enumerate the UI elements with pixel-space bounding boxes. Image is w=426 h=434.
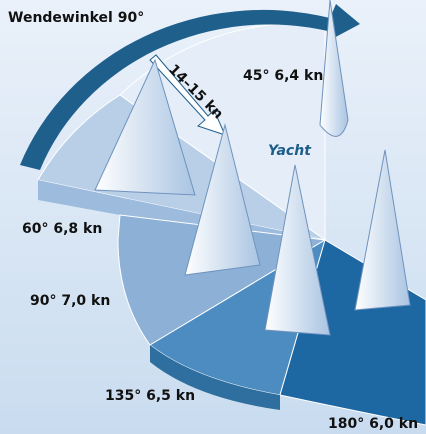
sail	[94, 58, 196, 196]
sector-label: 60° 6,8 kn	[22, 221, 102, 237]
sector-edge	[150, 345, 280, 410]
sector-60-side	[38, 180, 325, 240]
sail	[319, 0, 349, 137]
title: Wendewinkel 90°	[8, 10, 144, 26]
turn-arrow	[20, 4, 360, 170]
yacht-label: Yacht	[268, 143, 312, 159]
wind-arrow	[149, 54, 226, 136]
sector-label: 135° 6,5 kn	[105, 388, 195, 404]
sector-label: 45° 6,4 kn	[243, 68, 323, 84]
sail	[354, 149, 411, 311]
sail	[264, 164, 331, 336]
sector-label: 90° 7,0 kn	[30, 293, 110, 309]
sail	[184, 123, 261, 276]
sector-label: 180° 6,0 kn	[328, 416, 418, 432]
